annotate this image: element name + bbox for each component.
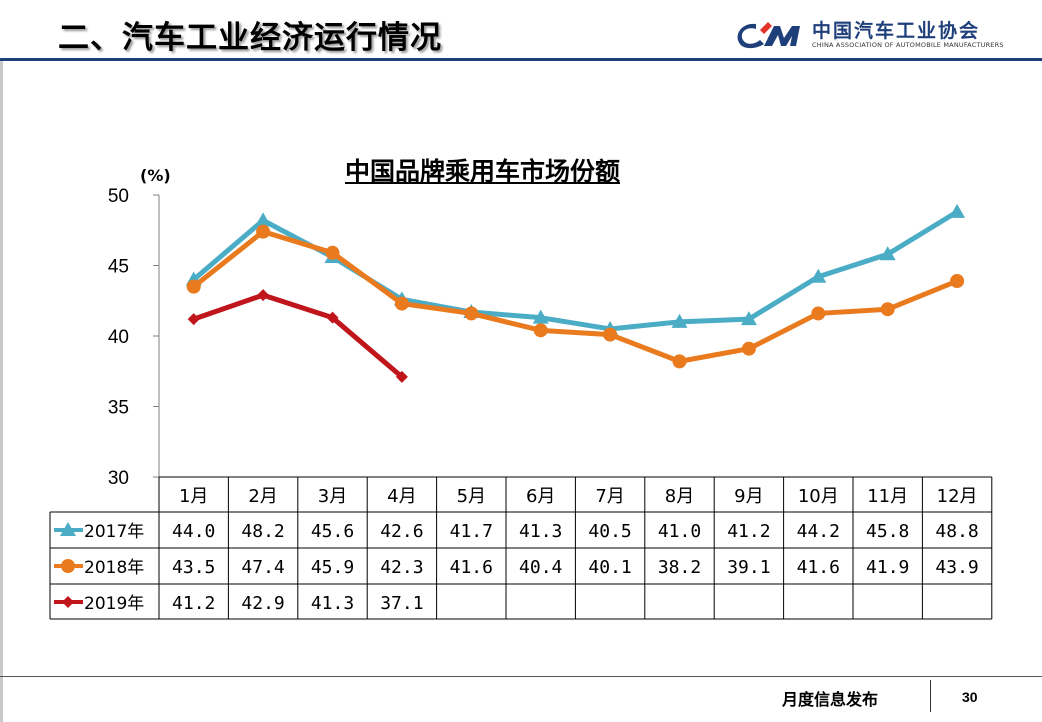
left-border bbox=[0, 61, 3, 722]
association-logo: 中国汽车工业协会 CHINA ASSOCIATION OF AUTOMOBILE… bbox=[734, 14, 1004, 54]
data-cell-value: 41.7 bbox=[450, 521, 493, 542]
data-point-marker bbox=[740, 311, 757, 326]
data-point-marker bbox=[741, 341, 756, 356]
page-number: 30 bbox=[962, 689, 978, 705]
data-point-marker bbox=[671, 313, 688, 328]
x-category-label: 11月 bbox=[867, 486, 908, 507]
y-tick-label: 45 bbox=[108, 257, 129, 278]
data-point-marker bbox=[672, 354, 687, 369]
data-point-marker bbox=[879, 246, 896, 261]
data-point-marker bbox=[603, 327, 618, 342]
logo-name-en: CHINA ASSOCIATION OF AUTOMOBILE MANUFACT… bbox=[812, 41, 1004, 49]
data-point-marker bbox=[325, 245, 340, 260]
data-cell-value: 45.9 bbox=[311, 557, 354, 578]
data-point-marker bbox=[880, 302, 895, 317]
logo-name-cn: 中国汽车工业协会 bbox=[812, 20, 981, 42]
data-point-marker bbox=[257, 289, 270, 302]
chart-title: 中国品牌乘用车市场份额 bbox=[345, 157, 621, 186]
y-axis-unit-label: (%) bbox=[140, 166, 171, 185]
header-divider bbox=[0, 58, 1042, 61]
data-point-marker bbox=[533, 323, 548, 338]
data-cell-value: 39.1 bbox=[727, 557, 770, 578]
footer-divider bbox=[0, 676, 1042, 677]
data-point-marker bbox=[810, 268, 827, 283]
legend-marker bbox=[60, 522, 76, 536]
data-point-marker bbox=[326, 311, 339, 324]
data-cell-value: 41.0 bbox=[658, 521, 701, 542]
cam-logo-mark-icon bbox=[737, 22, 800, 49]
data-point-marker bbox=[464, 306, 479, 321]
data-cell-value: 42.3 bbox=[380, 557, 423, 578]
x-category-label: 4月 bbox=[387, 486, 416, 507]
data-cell-value: 41.3 bbox=[519, 521, 562, 542]
slide-title: 二、汽车工业经济运行情况 bbox=[58, 20, 442, 56]
data-point-marker bbox=[187, 313, 200, 326]
data-cell-value: 41.2 bbox=[172, 593, 215, 614]
x-category-label: 9月 bbox=[734, 486, 763, 507]
x-category-label: 2月 bbox=[248, 486, 277, 507]
data-point-marker bbox=[394, 296, 409, 311]
y-tick-label: 35 bbox=[108, 398, 129, 419]
data-point-marker bbox=[186, 279, 201, 294]
data-cell-value: 41.3 bbox=[311, 593, 354, 614]
data-cell-value: 41.6 bbox=[797, 557, 840, 578]
footer-label: 月度信息发布 bbox=[782, 690, 879, 709]
data-point-marker bbox=[949, 203, 966, 218]
x-category-label: 10月 bbox=[798, 486, 839, 507]
x-category-label: 6月 bbox=[526, 486, 555, 507]
data-cell-value: 43.9 bbox=[935, 557, 978, 578]
data-point-marker bbox=[950, 274, 965, 289]
data-cell-value: 40.4 bbox=[519, 557, 562, 578]
data-cell-value: 45.6 bbox=[311, 521, 354, 542]
data-cell-value: 44.0 bbox=[172, 521, 215, 542]
footer-separator bbox=[930, 680, 931, 712]
data-cell-value: 41.9 bbox=[866, 557, 909, 578]
data-cell-value: 47.4 bbox=[241, 557, 284, 578]
data-cell-value: 43.5 bbox=[172, 557, 215, 578]
legend-marker bbox=[62, 596, 74, 608]
x-category-label: 12月 bbox=[937, 486, 978, 507]
x-category-label: 8月 bbox=[665, 486, 694, 507]
data-cell-value: 42.6 bbox=[380, 521, 423, 542]
data-cell-value: 37.1 bbox=[380, 593, 423, 614]
x-category-label: 7月 bbox=[595, 486, 624, 507]
data-cell-value: 48.8 bbox=[935, 521, 978, 542]
data-cell-value: 40.1 bbox=[588, 557, 631, 578]
data-cell-value: 44.2 bbox=[797, 521, 840, 542]
y-tick-label: 40 bbox=[108, 327, 129, 348]
x-category-label: 1月 bbox=[179, 486, 208, 507]
x-category-label: 5月 bbox=[457, 486, 486, 507]
data-cell-value: 45.8 bbox=[866, 521, 909, 542]
data-cell-value: 38.2 bbox=[658, 557, 701, 578]
data-point-marker bbox=[532, 309, 549, 324]
y-tick-label: 30 bbox=[108, 468, 129, 489]
y-tick-label: 50 bbox=[108, 186, 129, 207]
series-name-label: 2019年 bbox=[84, 594, 144, 614]
series-name-label: 2017年 bbox=[84, 522, 144, 542]
legend-marker bbox=[61, 559, 75, 573]
data-point-marker bbox=[256, 224, 271, 239]
data-point-marker bbox=[395, 370, 408, 383]
series-line-2018年 bbox=[192, 229, 959, 364]
series-line-2019年 bbox=[192, 292, 404, 379]
data-cell-value: 42.9 bbox=[241, 593, 284, 614]
data-point-marker bbox=[811, 306, 826, 321]
series-name-label: 2018年 bbox=[84, 558, 144, 578]
data-cell-value: 40.5 bbox=[588, 521, 631, 542]
data-point-marker bbox=[255, 212, 272, 227]
x-category-label: 3月 bbox=[318, 486, 347, 507]
data-cell-value: 41.2 bbox=[727, 521, 770, 542]
data-cell-value: 41.6 bbox=[450, 557, 493, 578]
data-cell-value: 48.2 bbox=[241, 521, 284, 542]
